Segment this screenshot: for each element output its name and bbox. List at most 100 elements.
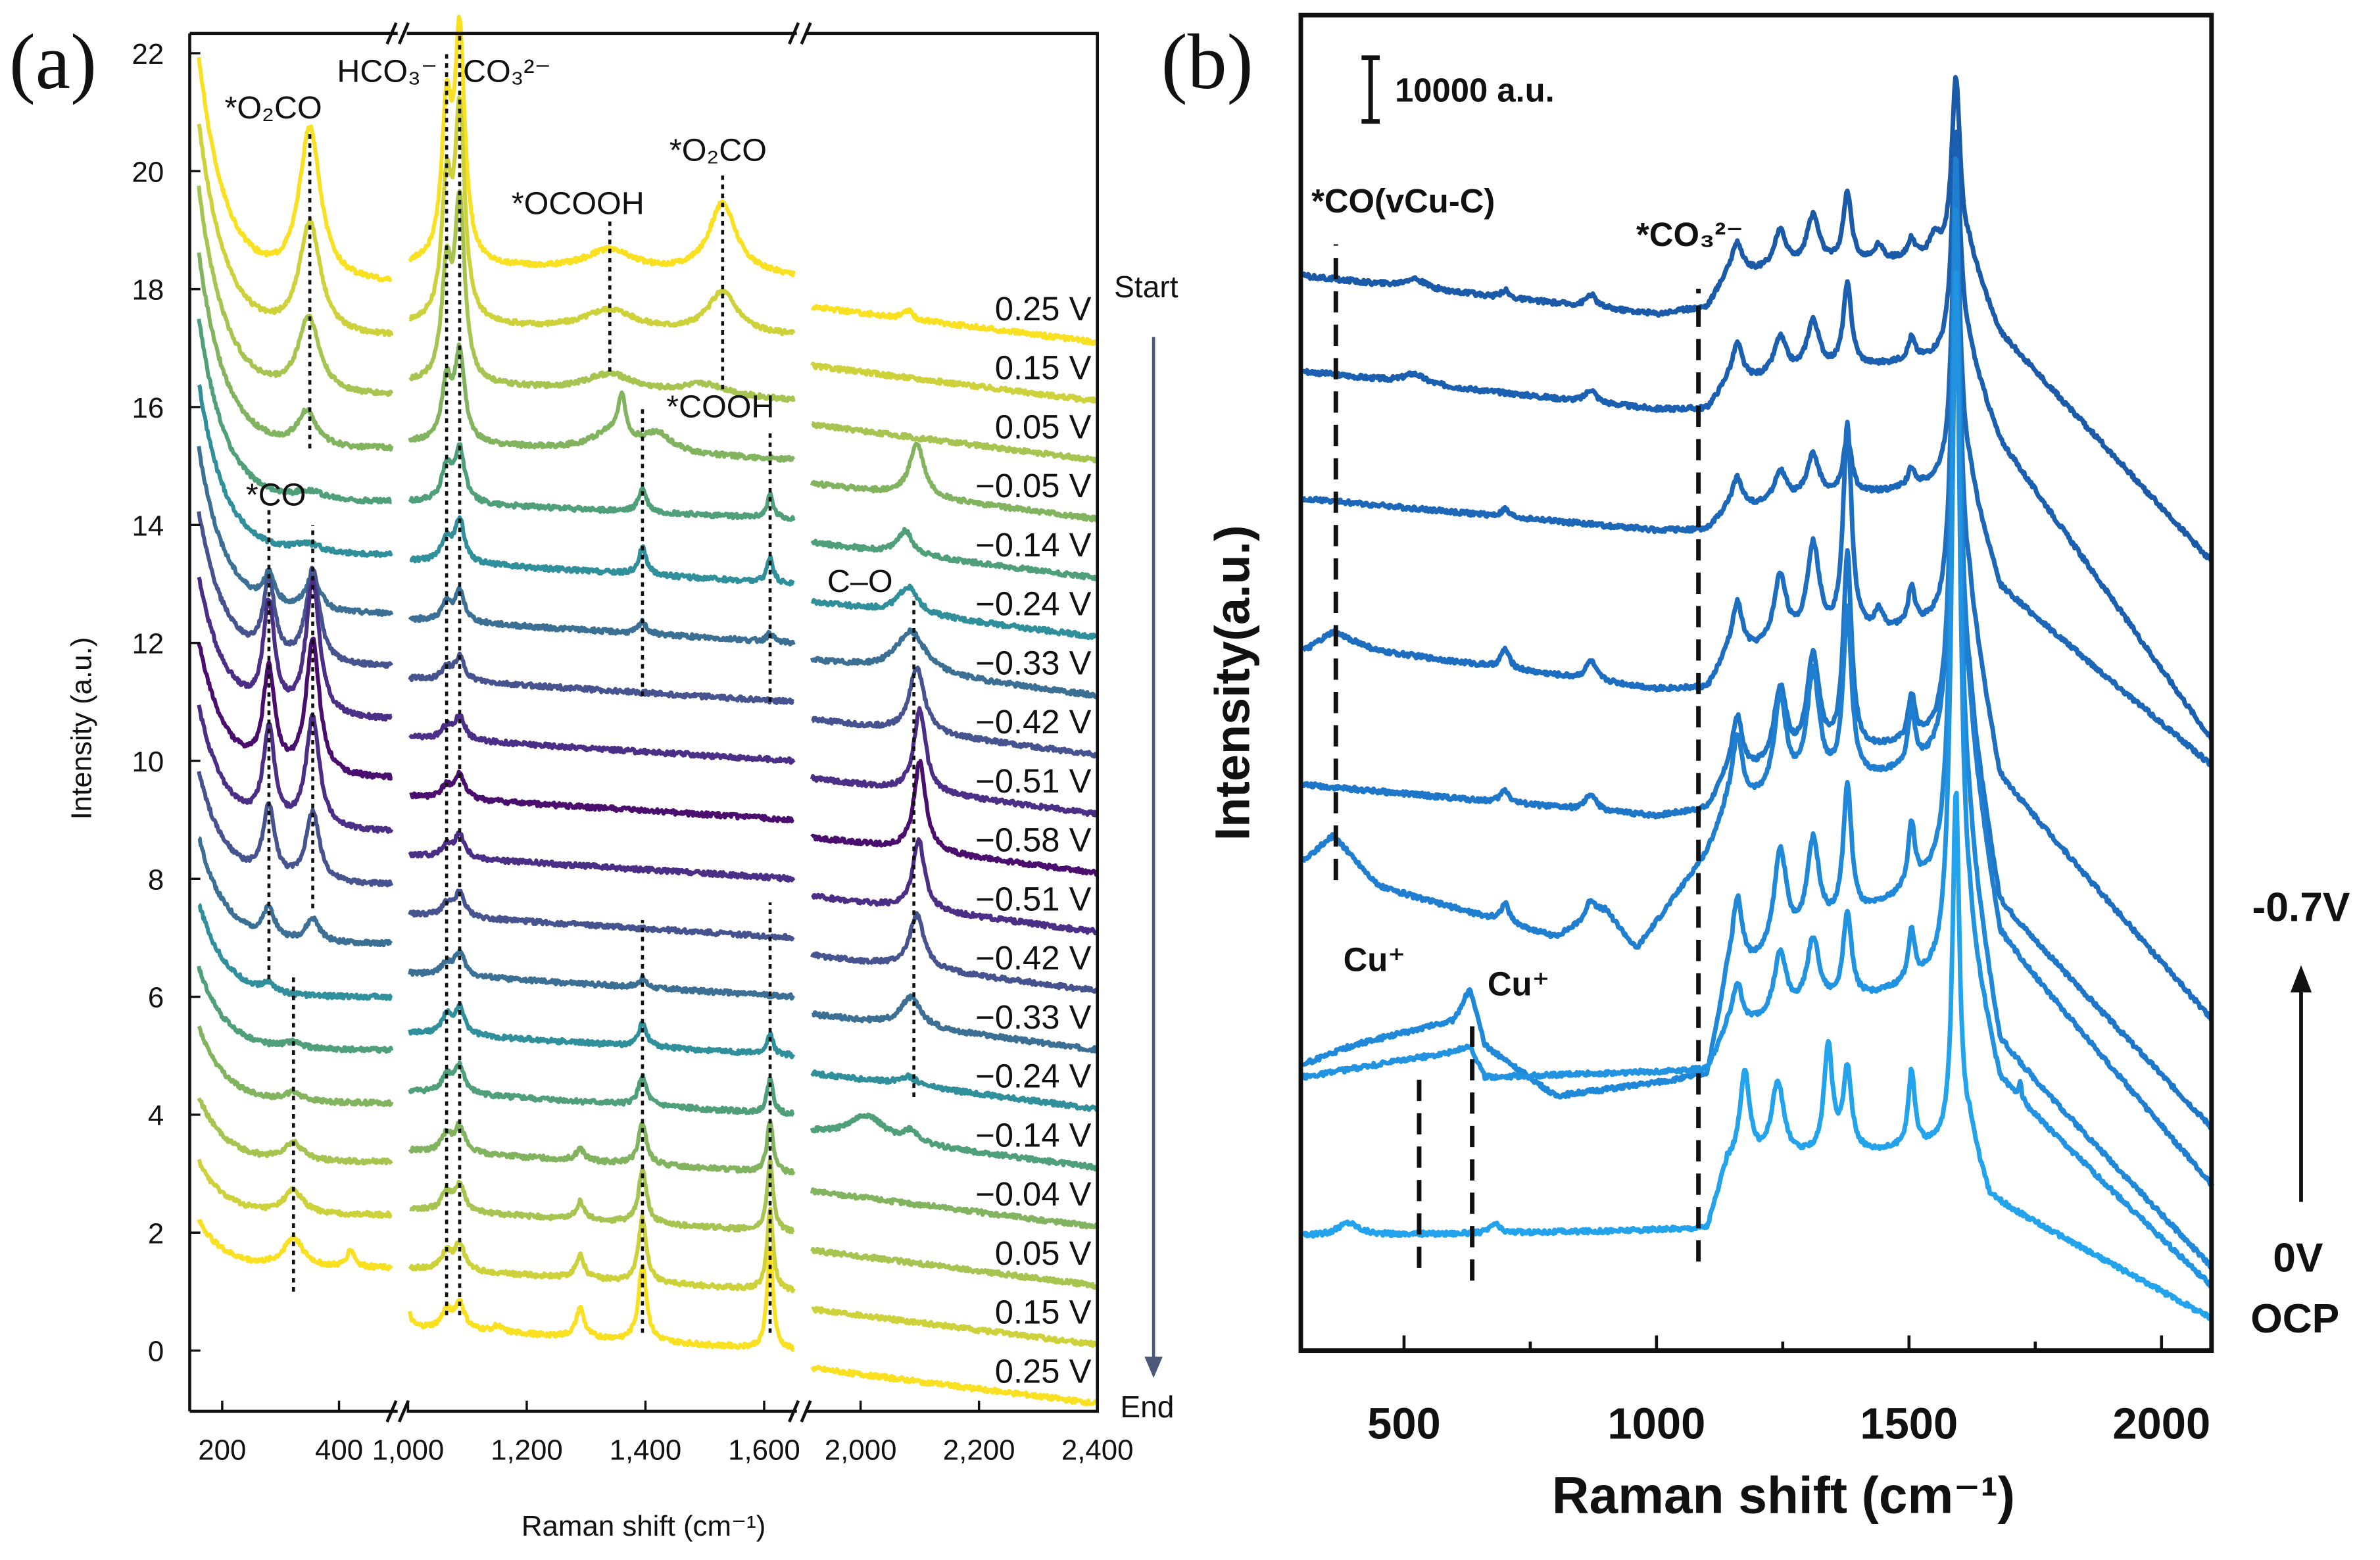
x-tick-label: 2,200 <box>943 1434 1015 1467</box>
spectrum-line <box>810 527 1099 581</box>
spectrum-line <box>197 57 393 282</box>
spectrum-line <box>197 636 393 781</box>
annotation-ocooh: *OCOOH <box>512 185 644 221</box>
potential-labels: 0.25 V 0.15 V 0.05 V −0.05 V −0.14 V −0.24 V −… <box>975 290 1092 1390</box>
spectrum-line <box>811 837 1098 936</box>
y-tick-label: 18 <box>132 274 164 306</box>
potential-label: −0.42 V <box>975 939 1092 977</box>
spectrum-line <box>810 706 1099 817</box>
y-tick-label: 6 <box>148 982 164 1014</box>
potential-label: −0.14 V <box>975 526 1092 564</box>
axis-break-icon <box>788 22 812 45</box>
spectrum-line <box>408 95 796 337</box>
spectrum-line <box>1301 156 2214 1187</box>
potential-label: −0.42 V <box>975 703 1092 741</box>
y-tick-label: 2 <box>148 1217 164 1250</box>
axis-break-icon <box>385 22 410 45</box>
y-tick-label: 22 <box>132 38 164 70</box>
plot-frame <box>1298 12 2214 1353</box>
potential-label: 0.15 V <box>995 1294 1092 1331</box>
y-tick-label: 4 <box>148 1100 164 1132</box>
spectrum-line <box>197 575 393 722</box>
spectrum-line <box>810 1112 1098 1172</box>
spectrum-line <box>197 185 394 397</box>
spectrum-line <box>810 583 1098 641</box>
x-tick-label: 1,400 <box>610 1434 682 1467</box>
spectrum-line <box>408 189 796 403</box>
y-axis-title: Intensity(a.u.) <box>1205 525 1260 841</box>
spectrum-line <box>810 441 1099 523</box>
annotation-o2co: *O₂CO <box>225 90 322 126</box>
spectrum-line <box>197 704 394 834</box>
panel-b-axes: 500 1000 1500 2000 <box>1298 12 2214 1448</box>
spectrum-line <box>408 442 796 522</box>
spectrum-line <box>810 911 1099 994</box>
potential-label-bottom: 0V <box>2273 1236 2323 1281</box>
spectrum-line <box>811 421 1100 464</box>
annotation-hco3: HCO₃⁻ <box>337 54 437 89</box>
spectrum-line <box>408 1248 795 1352</box>
potential-label: 0.05 V <box>995 1234 1092 1272</box>
panel-a-label: (a) <box>9 18 97 105</box>
spectrum-line <box>197 965 394 1054</box>
spectrum-line <box>1301 204 2214 1023</box>
potential-label: 0.15 V <box>995 349 1092 387</box>
spectrum-line <box>1301 199 2214 768</box>
scale-bar <box>1361 55 1380 124</box>
y-tick-label: 20 <box>132 156 164 188</box>
x-tick-label: 2,000 <box>825 1434 897 1467</box>
potential-label: −0.51 V <box>975 762 1092 800</box>
annotation-cu-plus-2: Cu⁺ <box>1488 965 1549 1003</box>
spectrum-line <box>810 304 1100 347</box>
panel-a-axes: 0 2 4 6 8 10 12 14 16 18 20 22 200 400 1,000 1,200 1,400… <box>132 22 1134 1467</box>
panel-b: (b) 500 1000 1500 2000 10000 a.u. *CO(vCu-C… <box>1161 12 2350 1524</box>
spectrum-line <box>408 1002 796 1060</box>
y-axis-title: Intensity (a.u.) <box>65 637 97 820</box>
spectrum-line <box>197 836 393 948</box>
spectrum-line <box>197 771 394 888</box>
spectrum-line <box>810 627 1098 700</box>
spectrum-line <box>811 993 1100 1054</box>
spectrum-line <box>408 948 796 1001</box>
spectrum-line <box>197 902 393 1001</box>
axis-break-icon <box>385 1400 410 1423</box>
y-tick-label: 8 <box>148 864 164 896</box>
x-tick-label: 1000 <box>1607 1399 1705 1448</box>
x-tick-label: 1,600 <box>728 1434 800 1467</box>
potential-label: −0.04 V <box>975 1175 1092 1213</box>
potential-label: 0.05 V <box>995 408 1092 445</box>
x-tick-label: 1500 <box>1860 1399 1958 1448</box>
x-tick-label: 2000 <box>2112 1399 2210 1448</box>
spectrum-line <box>1301 791 2214 1321</box>
spectrum-line <box>197 511 393 669</box>
y-tick-label: 14 <box>132 510 164 542</box>
potential-label: −0.05 V <box>975 467 1092 504</box>
spectrum-line <box>810 1246 1099 1290</box>
spectrum-line <box>408 889 795 942</box>
spectrum-line <box>408 1060 795 1117</box>
potential-label: −0.33 V <box>975 644 1092 681</box>
annotation-cooh: *COOH <box>666 389 774 425</box>
spectrum-line <box>197 383 393 558</box>
spectrum-line <box>408 1158 795 1234</box>
potential-label: 0.25 V <box>995 290 1092 328</box>
spectrum-line <box>810 361 1098 404</box>
spectrum-line <box>197 445 394 617</box>
sequence-arrow <box>1144 337 1163 1378</box>
spectrum-line <box>408 586 796 646</box>
annotation-cu-plus-1: Cu⁺ <box>1344 941 1405 979</box>
x-axis-title: Raman shift (cm⁻¹) <box>522 1510 765 1542</box>
spectrum-line <box>811 666 1099 759</box>
potential-label-ocp: OCP <box>2250 1296 2339 1342</box>
spectrum-line <box>810 1365 1099 1407</box>
annotation-co: *CO <box>246 477 306 512</box>
x-tick-label: 200 <box>198 1434 246 1467</box>
spectrum-line <box>197 123 394 337</box>
panel-b-marker-lines <box>1333 244 1701 1281</box>
potential-label: −0.33 V <box>975 998 1092 1036</box>
x-axis-title: Raman shift (cm⁻¹) <box>1552 1466 2015 1524</box>
spectrum-line <box>1301 195 2214 1131</box>
y-tick-label: 12 <box>132 628 164 660</box>
spectrum-line <box>811 1305 1099 1348</box>
spectrum-line <box>197 318 393 504</box>
